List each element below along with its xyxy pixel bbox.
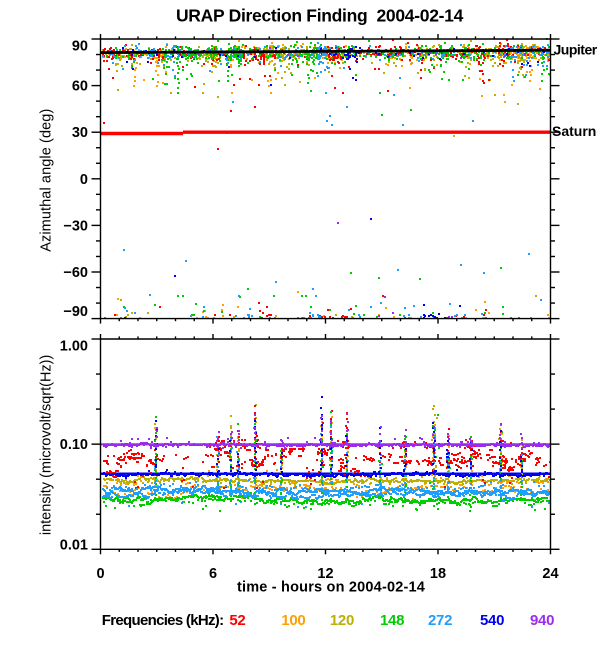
svg-text:Azimuthal angle (deg): Azimuthal angle (deg) <box>39 109 55 252</box>
svg-text:−60: −60 <box>63 265 88 281</box>
svg-text:540: 540 <box>480 612 504 629</box>
svg-text:time - hours on 2004-02-14: time - hours on 2004-02-14 <box>237 580 425 596</box>
svg-text:272: 272 <box>428 612 452 629</box>
svg-text:6: 6 <box>209 566 217 582</box>
svg-text:18: 18 <box>430 566 446 582</box>
svg-text:intensity (microvolt/sqrt(Hz)): intensity (microvolt/sqrt(Hz)) <box>39 355 55 535</box>
svg-text:148: 148 <box>380 612 404 629</box>
svg-text:90: 90 <box>72 39 88 55</box>
svg-text:100: 100 <box>281 612 305 629</box>
svg-text:−30: −30 <box>63 218 88 234</box>
svg-text:Jupiter: Jupiter <box>554 41 598 57</box>
svg-text:URAP Direction Finding 2004-0: URAP Direction Finding 2004-02-14 <box>176 5 464 25</box>
svg-text:Saturn: Saturn <box>552 123 596 139</box>
svg-text:940: 940 <box>530 612 554 629</box>
svg-text:52: 52 <box>229 612 245 629</box>
svg-text:0.01: 0.01 <box>60 538 88 554</box>
svg-text:Frequencies (kHz):: Frequencies (kHz): <box>102 612 224 629</box>
svg-text:60: 60 <box>72 79 88 95</box>
svg-text:120: 120 <box>330 612 354 629</box>
svg-text:24: 24 <box>542 566 558 582</box>
svg-text:0: 0 <box>80 172 88 188</box>
svg-text:−90: −90 <box>63 304 88 320</box>
svg-text:0: 0 <box>96 566 104 582</box>
svg-text:12: 12 <box>317 566 333 582</box>
svg-text:1.00: 1.00 <box>60 338 88 354</box>
svg-text:0.10: 0.10 <box>60 437 88 453</box>
svg-text:30: 30 <box>72 125 88 141</box>
